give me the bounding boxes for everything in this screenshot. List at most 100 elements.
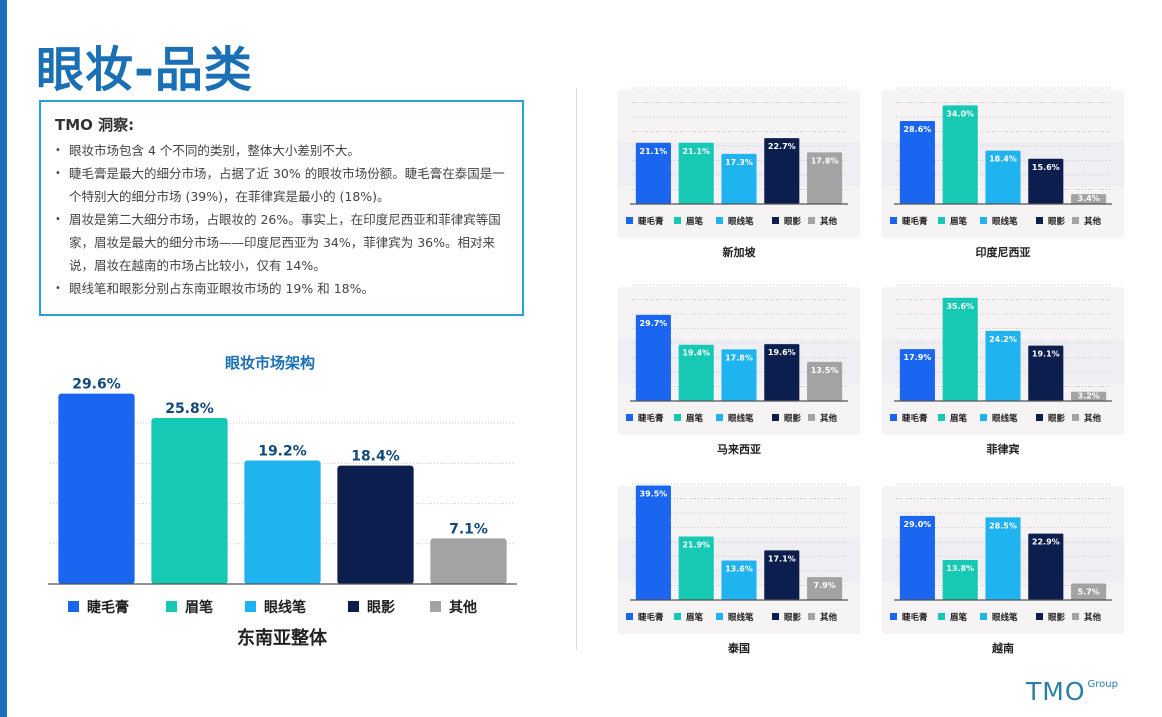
legend-label: 眼影 xyxy=(784,413,802,424)
data-label: 35.6% xyxy=(946,302,974,311)
legend-label: 睫毛膏 xyxy=(902,413,928,424)
legend-swatch-4 xyxy=(1036,217,1043,224)
legend-swatch-5 xyxy=(808,613,815,620)
bar-5 xyxy=(1071,194,1107,204)
bar-2 xyxy=(942,105,978,204)
data-label: 24.2% xyxy=(989,335,1017,344)
legend-swatch-4 xyxy=(1036,414,1043,421)
bar-5 xyxy=(807,361,843,401)
legend-swatch-4 xyxy=(772,217,779,224)
bar-3 xyxy=(721,349,757,401)
legend-label: 睫毛膏 xyxy=(902,216,928,227)
legend-label: 其他 xyxy=(1084,413,1102,424)
legend-swatch-1 xyxy=(68,601,79,612)
legend-label: 其他 xyxy=(449,599,477,616)
legend-swatch-4 xyxy=(772,414,779,421)
legend-swatch-3 xyxy=(980,613,987,620)
data-label: 3.4% xyxy=(1078,194,1100,203)
data-label: 19.2% xyxy=(258,443,307,459)
bar-4 xyxy=(337,465,414,584)
data-label: 34.0% xyxy=(946,109,974,118)
insight-box: TMO 洞察: 眼妆市场包含 4 个不同的类别，整体大小差别不大。 睫毛膏是最大… xyxy=(39,100,524,316)
legend-swatch-3 xyxy=(980,414,987,421)
bar-1 xyxy=(899,515,935,600)
chart-title: 眼妆市场架构 xyxy=(225,354,315,372)
page-title: 眼妆-品类 xyxy=(36,42,253,98)
legend-swatch-2 xyxy=(674,217,681,224)
data-label: 5.7% xyxy=(1078,587,1100,596)
data-label: 18.4% xyxy=(989,155,1017,164)
legend-label: 睫毛膏 xyxy=(638,413,664,424)
data-label: 29.6% xyxy=(72,377,121,393)
data-label: 39.5% xyxy=(640,489,668,498)
bar-5 xyxy=(1071,391,1107,401)
bar-5 xyxy=(807,577,843,600)
legend-label: 眼线笔 xyxy=(992,612,1018,623)
bar-2 xyxy=(151,418,228,584)
bar-5 xyxy=(807,152,843,204)
data-label: 7.1% xyxy=(449,521,488,537)
legend-label: 眼线笔 xyxy=(992,413,1018,424)
region-label: 泰国 xyxy=(727,641,750,655)
bar-1 xyxy=(635,485,671,600)
legend-swatch-5 xyxy=(808,414,815,421)
legend-label: 睫毛膏 xyxy=(638,216,664,227)
legend-swatch-3 xyxy=(245,601,256,612)
insight-point: 眼妆市场包含 4 个不同的类别，整体大小差别不大。 xyxy=(55,139,510,162)
bar-5 xyxy=(1071,583,1107,600)
insight-point: 眼线笔和眼影分别占东南亚眼妆市场的 19% 和 18%。 xyxy=(55,277,510,300)
data-label: 17.1% xyxy=(768,554,796,563)
legend-label: 睫毛膏 xyxy=(87,599,129,616)
legend-swatch-1 xyxy=(626,217,633,224)
data-label: 13.6% xyxy=(725,565,753,574)
data-label: 22.9% xyxy=(1032,538,1060,547)
data-label: 3.2% xyxy=(1078,392,1100,401)
legend-label: 眉笔 xyxy=(686,413,704,424)
data-label: 21.1% xyxy=(682,147,710,156)
legend-label: 眼线笔 xyxy=(264,599,306,616)
legend-label: 其他 xyxy=(820,413,838,424)
bar-3 xyxy=(244,460,321,584)
legend-label: 眼影 xyxy=(1048,216,1066,227)
legend-label: 眼影 xyxy=(784,612,802,623)
insight-point: 眉妆是第二大细分市场，占眼妆的 26%。事实上，在印度尼西亚和菲律宾等国家，眉妆… xyxy=(55,208,510,277)
legend-label: 睫毛膏 xyxy=(902,612,928,623)
region-label: 新加坡 xyxy=(723,245,757,259)
legend-swatch-1 xyxy=(890,613,897,620)
data-label: 28.6% xyxy=(904,125,932,134)
bar-3 xyxy=(985,150,1021,204)
legend-label: 眼影 xyxy=(1048,413,1066,424)
data-label: 15.6% xyxy=(1032,163,1060,172)
bar-3 xyxy=(721,153,757,204)
legend-swatch-5 xyxy=(1072,613,1079,620)
data-label: 7.9% xyxy=(814,581,836,590)
bar-2 xyxy=(942,559,978,600)
legend-label: 眼影 xyxy=(1048,612,1066,623)
data-label: 21.9% xyxy=(682,540,710,549)
legend-label: 眼线笔 xyxy=(728,612,754,623)
legend-swatch-3 xyxy=(716,613,723,620)
tmo-logo: TMO Group xyxy=(1026,678,1118,706)
data-label: 17.9% xyxy=(904,353,932,362)
bar-2 xyxy=(942,297,978,401)
bar-1 xyxy=(899,349,935,401)
bar-1 xyxy=(899,121,935,204)
legend-label: 睫毛膏 xyxy=(638,612,664,623)
region-label: 菲律宾 xyxy=(987,442,1020,456)
data-label: 17.8% xyxy=(811,156,839,165)
legend-label: 眉笔 xyxy=(950,413,968,424)
legend-swatch-2 xyxy=(938,217,945,224)
legend-label: 眼线笔 xyxy=(992,216,1018,227)
data-label: 13.8% xyxy=(946,564,974,573)
bar-4 xyxy=(1028,158,1064,204)
legend-swatch-4 xyxy=(1036,613,1043,620)
legend-swatch-3 xyxy=(716,414,723,421)
insight-list: 眼妆市场包含 4 个不同的类别，整体大小差别不大。 睫毛膏是最大的细分市场，占据… xyxy=(55,139,510,300)
data-label: 19.6% xyxy=(768,348,796,357)
legend-swatch-3 xyxy=(716,217,723,224)
legend-swatch-5 xyxy=(1072,414,1079,421)
legend-swatch-1 xyxy=(890,217,897,224)
insight-point: 睫毛膏是最大的细分市场，占据了近 30% 的眼妆市场份额。睫毛膏在泰国是一个特别… xyxy=(55,162,510,208)
logo-sub-text: Group xyxy=(1087,679,1118,690)
